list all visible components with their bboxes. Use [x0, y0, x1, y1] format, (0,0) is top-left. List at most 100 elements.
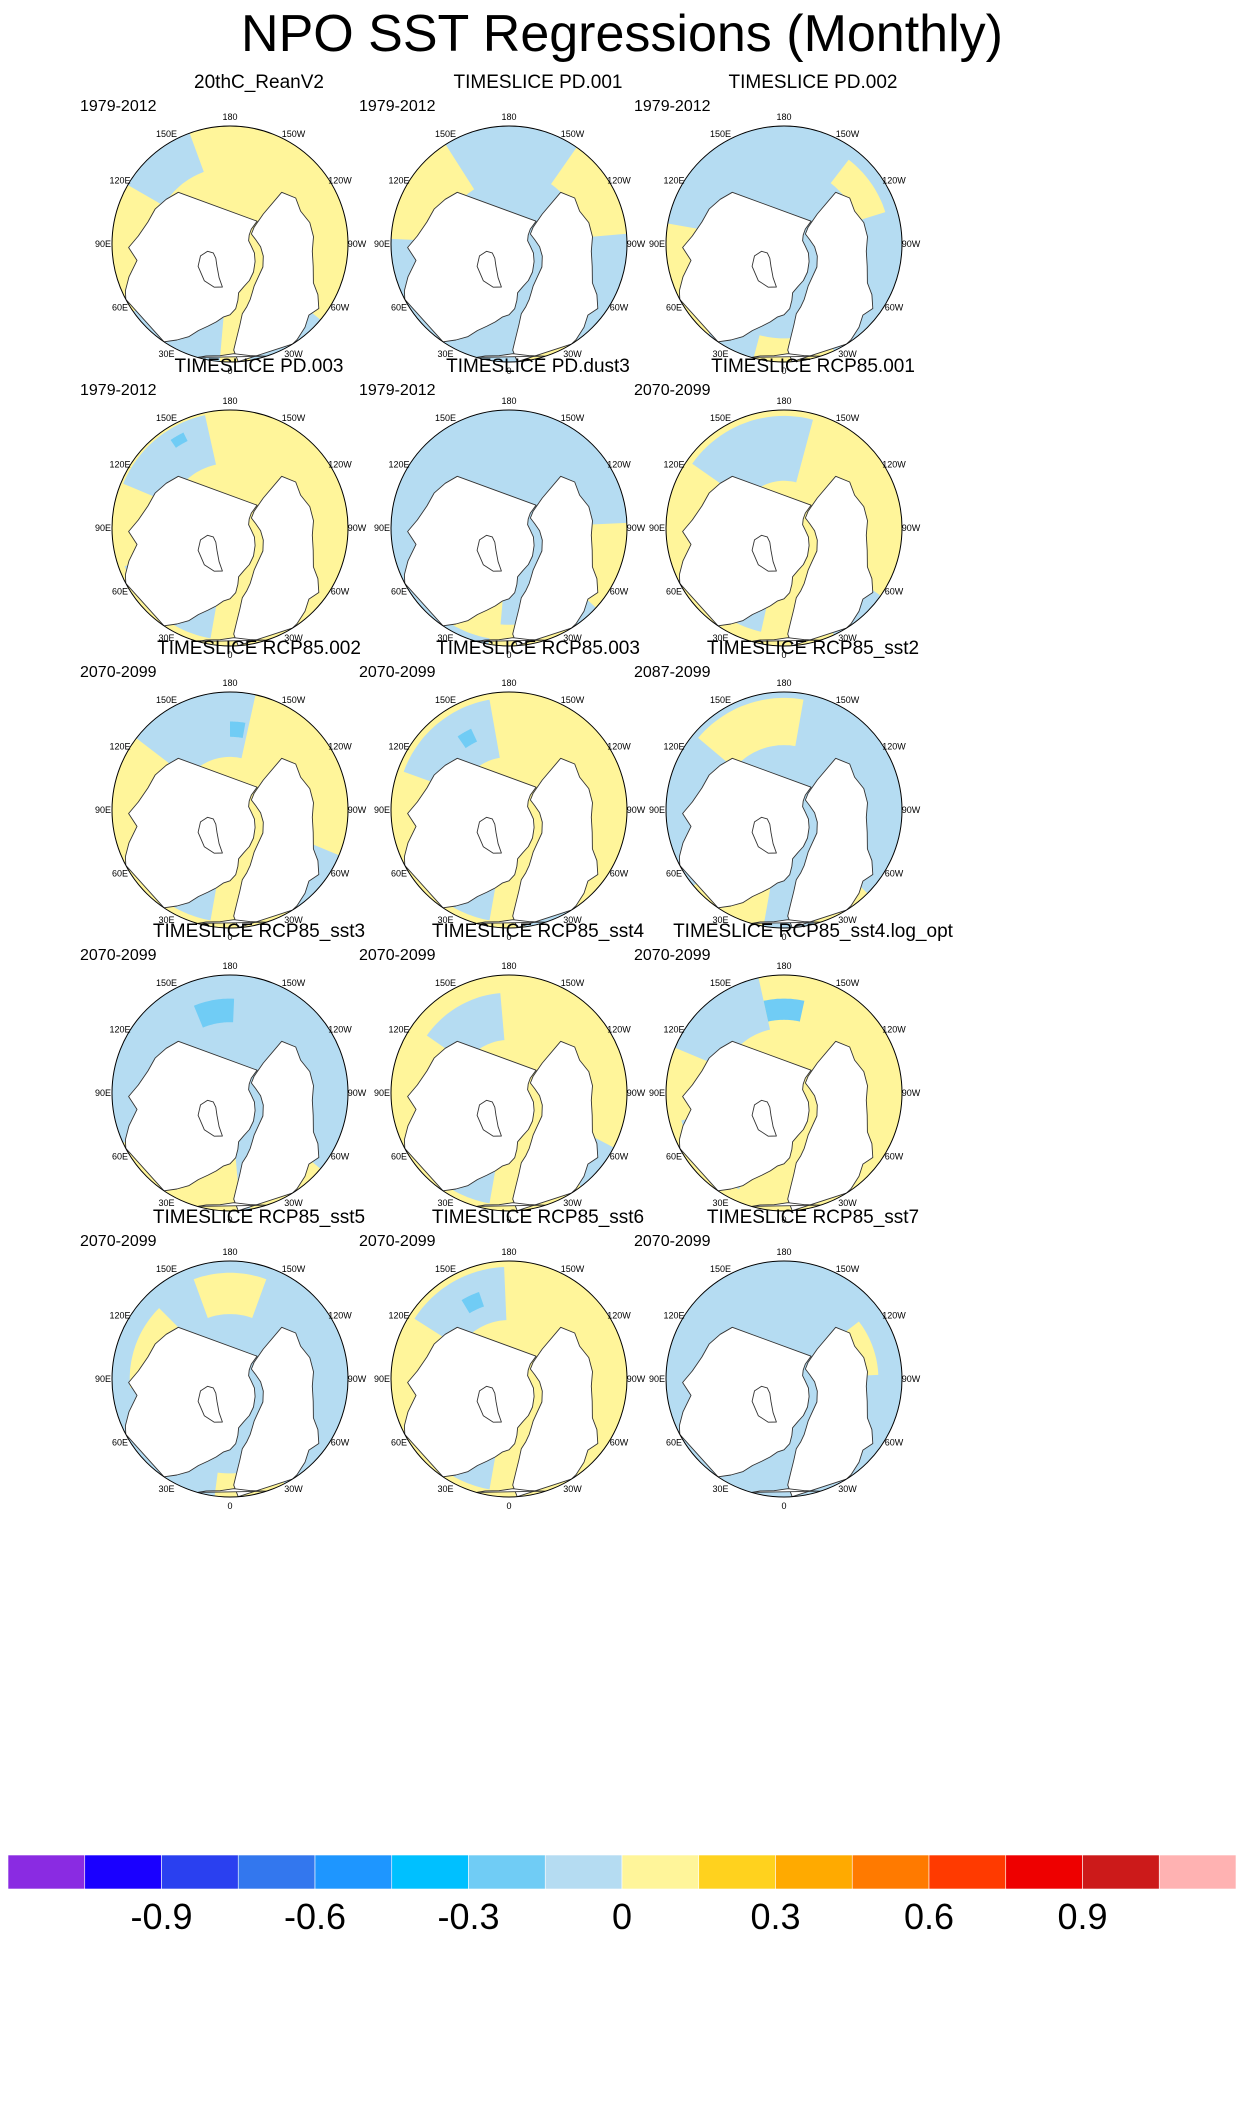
- longitude-label: 30W: [284, 633, 303, 643]
- longitude-label: 0: [781, 932, 786, 942]
- map-panel: TIMESLICE RCP85_sst5 2070-2099 180 150E 120E…: [52, 1207, 466, 1567]
- longitude-label: 90W: [627, 805, 646, 815]
- longitude-label: 150E: [710, 695, 731, 705]
- land-americas: [403, 475, 537, 627]
- longitude-label: 0: [781, 1215, 786, 1225]
- longitude-label: 120W: [882, 742, 906, 752]
- longitude-label: 60E: [391, 869, 407, 879]
- negative-anomaly: [414, 1267, 507, 1348]
- map-panel: TIMESLICE RCP85.003 2070-2099 180 150E 120E 9…: [331, 638, 745, 998]
- panel-period: 2070-2099: [634, 1233, 711, 1250]
- longitude-label: 90W: [902, 805, 921, 815]
- colorbar-swatch: [928, 1855, 1007, 1890]
- land-eurasia: [512, 1326, 599, 1497]
- longitude-label: 30E: [437, 1198, 453, 1208]
- longitude-label: 0: [506, 1215, 511, 1225]
- panel-title: TIMESLICE RCP85_sst6: [431, 1207, 645, 1228]
- longitude-label: 120W: [328, 742, 352, 752]
- negative-anomaly: [692, 415, 813, 501]
- map-panel: TIMESLICE PD.001 1979-2012 180 150E 120E 90E 6…: [331, 72, 745, 432]
- panel-period: 1979-2012: [359, 98, 436, 115]
- map-border: [390, 409, 628, 647]
- longitude-label: 60E: [112, 869, 128, 879]
- longitude-label: 0: [506, 932, 511, 942]
- land-americas: [403, 757, 537, 909]
- longitude-label: 60E: [391, 1152, 407, 1162]
- longitude-label: 180: [776, 678, 791, 688]
- longitude-label: 90E: [374, 239, 390, 249]
- panel-title: TIMESLICE PD.dust3: [446, 356, 630, 377]
- longitude-label: 60W: [885, 1152, 904, 1162]
- longitude-label: 120E: [388, 1025, 409, 1035]
- longitude-label: 150E: [435, 978, 456, 988]
- longitude-label: 180: [501, 678, 516, 688]
- longitude-label: 30E: [437, 633, 453, 643]
- longitude-label: 120W: [328, 460, 352, 470]
- longitude-label: 30W: [284, 1484, 303, 1494]
- longitude-label: 60W: [610, 303, 629, 313]
- land-greenland: [197, 250, 223, 288]
- longitude-label: 60W: [331, 1152, 350, 1162]
- longitude-label: 60E: [666, 869, 682, 879]
- longitude-label: 120W: [882, 176, 906, 186]
- longitude-label: 90E: [95, 239, 111, 249]
- colorbar-tick-label: 0.6: [903, 1896, 955, 1937]
- longitude-label: 30E: [158, 1484, 174, 1494]
- map-border: [390, 974, 628, 1212]
- longitude-label: 30W: [563, 915, 582, 925]
- colorbar-swatch: [621, 1855, 700, 1890]
- land-eurasia: [512, 1040, 599, 1211]
- longitude-label: 60W: [885, 303, 904, 313]
- map-panel: TIMESLICE RCP85_sst7 2070-2099 180 150E 120E…: [606, 1207, 1020, 1567]
- longitude-label: 30W: [838, 1484, 857, 1494]
- map-border: [390, 125, 628, 363]
- land-americas: [678, 757, 812, 909]
- panel-title: TIMESLICE PD.001: [453, 72, 623, 93]
- longitude-label: 150W: [561, 413, 585, 423]
- longitude-label: 150W: [836, 1264, 860, 1274]
- map-border: [111, 125, 349, 363]
- longitude-label: 150W: [561, 695, 585, 705]
- longitude-label: 90W: [348, 239, 367, 249]
- longitude-label: 120E: [388, 742, 409, 752]
- land-eurasia: [512, 475, 599, 646]
- negative-anomaly: [426, 993, 505, 1063]
- negative-anomaly: [675, 977, 770, 1069]
- negative-anomaly: [403, 699, 500, 792]
- map-panel: TIMESLICE RCP85_sst2 2087-2099 180 150E 120E…: [606, 638, 1020, 998]
- longitude-label: 0: [227, 932, 232, 942]
- longitude-label: 150E: [435, 129, 456, 139]
- land-americas: [124, 757, 258, 909]
- map-panel: TIMESLICE RCP85.001 2070-2099 180 150E 120E 9…: [606, 356, 1020, 716]
- longitude-label: 150E: [156, 978, 177, 988]
- longitude-label: 60E: [391, 587, 407, 597]
- map-border: [111, 974, 349, 1212]
- longitude-label: 120E: [109, 176, 130, 186]
- longitude-label: 90W: [627, 1374, 646, 1384]
- longitude-label: 60W: [885, 869, 904, 879]
- longitude-label: 90E: [649, 1374, 665, 1384]
- longitude-label: 60W: [331, 869, 350, 879]
- map-border: [390, 1260, 628, 1498]
- panel-period: 1979-2012: [359, 382, 436, 399]
- longitude-label: 120W: [328, 176, 352, 186]
- longitude-label: 30W: [284, 915, 303, 925]
- longitude-label: 120W: [882, 1311, 906, 1321]
- longitude-label: 180: [222, 1247, 237, 1257]
- land-americas: [678, 475, 812, 627]
- panel-period: 2070-2099: [634, 382, 711, 399]
- map-border: [665, 1260, 903, 1498]
- longitude-label: 120E: [388, 460, 409, 470]
- longitude-label: 60E: [666, 1438, 682, 1448]
- longitude-label: 30W: [284, 1198, 303, 1208]
- longitude-label: 30E: [158, 915, 174, 925]
- longitude-label: 120W: [328, 1311, 352, 1321]
- longitude-label: 150W: [282, 413, 306, 423]
- negative-anomaly: [230, 721, 246, 738]
- longitude-label: 150E: [156, 129, 177, 139]
- panel-title: TIMESLICE RCP85_sst5: [152, 1207, 366, 1228]
- longitude-label: 120E: [109, 742, 130, 752]
- land-greenland: [751, 534, 777, 572]
- longitude-label: 30E: [158, 633, 174, 643]
- map-panel: TIMESLICE PD.003 1979-2012 180 150E 120E 90E 6…: [52, 356, 466, 716]
